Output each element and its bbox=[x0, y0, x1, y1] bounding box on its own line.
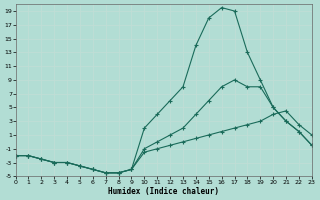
X-axis label: Humidex (Indice chaleur): Humidex (Indice chaleur) bbox=[108, 187, 219, 196]
